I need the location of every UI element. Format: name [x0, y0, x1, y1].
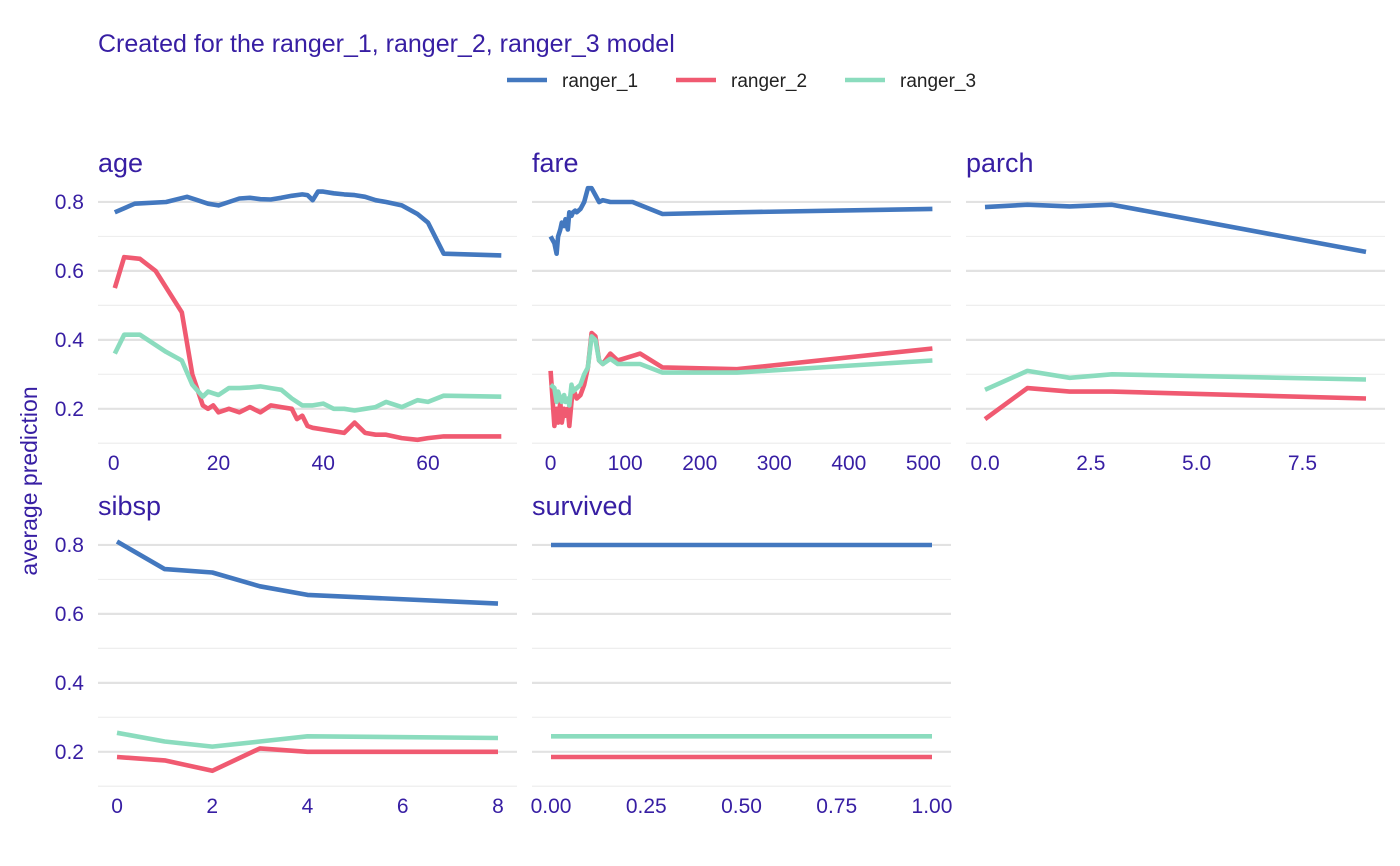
x-tick-label: 100 [608, 452, 643, 475]
series-line-sibsp-ranger_1 [115, 539, 499, 606]
panel-survived: survived 0.00 0.25 0.50 0.75 1.00 [531, 491, 953, 818]
series-line-fare-ranger_3 [549, 334, 933, 408]
x-tick-label: 400 [831, 452, 866, 475]
series-line-fare-ranger_1 [548, 185, 933, 256]
panel-parch: parch 0.0 2.5 5.0 7.5 [966, 148, 1385, 475]
legend-item-ranger_1: ranger_1 [507, 71, 638, 92]
x-tick-label: 8 [492, 795, 504, 818]
series-line-sibsp-ranger_3 [116, 730, 499, 749]
grid-survived [532, 543, 951, 787]
x-tick-label: 60 [416, 452, 439, 475]
y-tick-label: 0.8 [55, 534, 84, 557]
series-line-parch-ranger_2 [983, 385, 1367, 421]
x-tick-label: 0.0 [970, 452, 999, 475]
y-tick-label: 0.6 [55, 603, 84, 626]
series-line-age-ranger_3 [112, 332, 502, 413]
legend-label-ranger_3: ranger_3 [900, 71, 976, 92]
x-tick-label: 200 [682, 452, 717, 475]
x-tick-label: 6 [397, 795, 409, 818]
x-tick-label: 1.00 [912, 795, 953, 818]
grid-fare [532, 200, 951, 444]
x-tick-label: 300 [757, 452, 792, 475]
y-axis-title: average prediction [16, 386, 42, 575]
series-line-sibsp-ranger_2 [116, 746, 498, 774]
x-tick-label: 0 [111, 795, 123, 818]
x-tick-label: 0.50 [721, 795, 762, 818]
y-tick-label: 0.4 [55, 672, 85, 695]
panel-title-fare: fare [532, 148, 579, 178]
x-tick-label: 2.5 [1076, 452, 1105, 475]
series-line-fare-ranger_2 [548, 330, 933, 429]
legend-item-ranger_3: ranger_3 [845, 71, 976, 92]
panel-title-parch: parch [966, 148, 1034, 178]
x-tick-label: 0.75 [816, 795, 857, 818]
x-tick-label: 4 [302, 795, 314, 818]
panel-age: age 0.2 0.4 0.6 0.8 0 20 40 60 [55, 148, 517, 475]
x-tick-label: 0.00 [531, 795, 572, 818]
y-tick-label: 0.6 [55, 260, 84, 283]
x-tick-label: 500 [906, 452, 941, 475]
series-line-age-ranger_1 [113, 189, 502, 258]
legend-label-ranger_2: ranger_2 [731, 71, 807, 92]
legend-item-ranger_2: ranger_2 [676, 71, 807, 92]
x-tick-label: 40 [312, 452, 335, 475]
series-line-age-ranger_2 [112, 254, 502, 443]
y-tick-label: 0.4 [55, 329, 85, 352]
x-tick-label: 5.0 [1182, 452, 1211, 475]
legend: ranger_1 ranger_2 ranger_3 [507, 71, 976, 92]
grid-parch [966, 200, 1385, 444]
panel-title-survived: survived [532, 491, 633, 521]
chart-title: Created for the ranger_1, ranger_2, rang… [98, 30, 675, 58]
y-tick-label: 0.2 [55, 398, 84, 421]
x-tick-label: 7.5 [1288, 452, 1317, 475]
x-tick-label: 0.25 [626, 795, 667, 818]
series-line-parch-ranger_3 [984, 368, 1367, 392]
legend-label-ranger_1: ranger_1 [562, 71, 638, 92]
panel-title-sibsp: sibsp [98, 491, 161, 521]
series-line-parch-ranger_1 [984, 202, 1367, 255]
x-tick-label: 0 [108, 452, 120, 475]
panel-title-age: age [98, 148, 143, 178]
x-tick-label: 20 [207, 452, 230, 475]
y-tick-label: 0.2 [55, 741, 84, 764]
x-tick-label: 0 [545, 452, 557, 475]
panel-sibsp: sibsp 0.2 0.4 0.6 0.8 0 2 4 6 8 [55, 491, 517, 818]
y-tick-label: 0.8 [55, 191, 84, 214]
x-tick-label: 2 [206, 795, 218, 818]
panel-fare: fare 0 100 200 300 400 500 [532, 148, 951, 475]
